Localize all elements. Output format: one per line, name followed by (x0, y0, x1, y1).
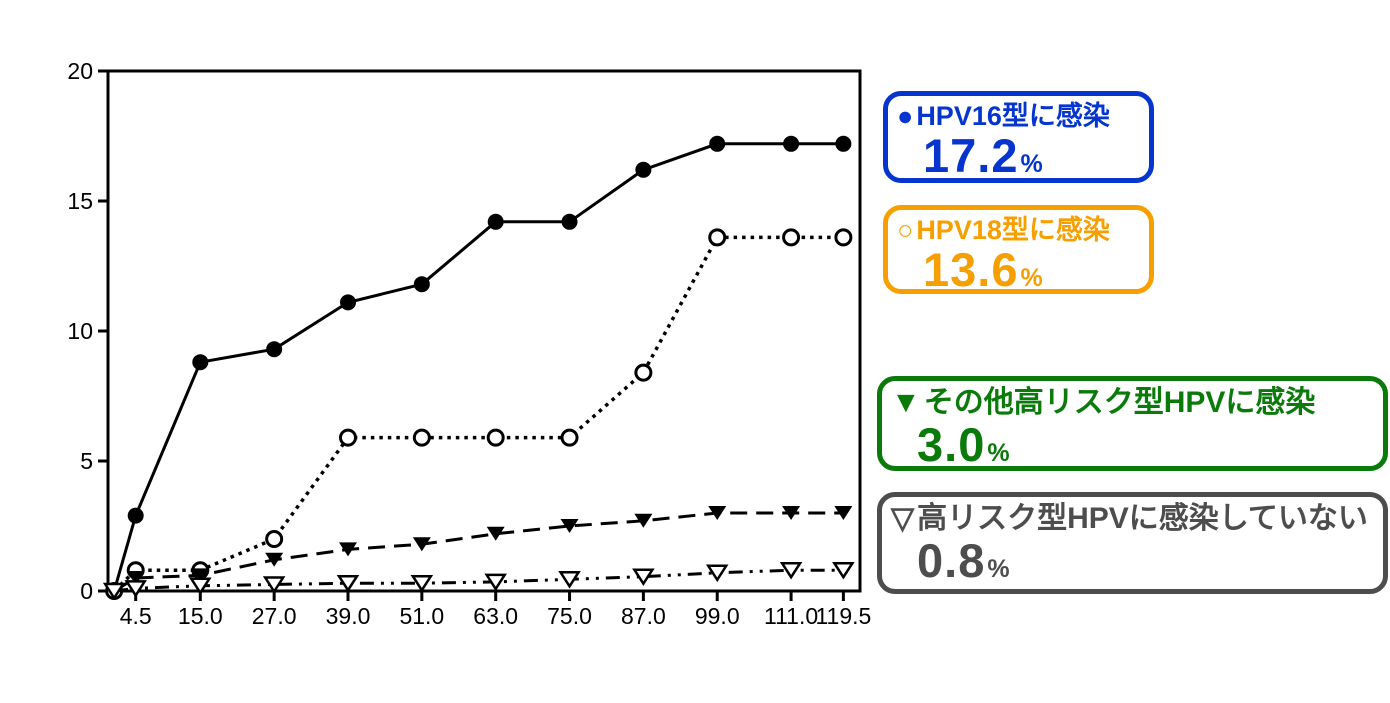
series-line-filled-circle (112, 142, 844, 592)
series-line-open-circle (112, 235, 844, 593)
legend-hpv18-label: HPV18型に感染 (916, 215, 1110, 245)
legend-other-highrisk-percentage: 3.0% (882, 417, 1383, 471)
marker-open-circle (834, 228, 853, 247)
legend-other-highrisk-title: ▼ その他高リスク型HPVに感染 (882, 381, 1383, 421)
marker-open-circle (560, 428, 579, 447)
marker-filled-circle (835, 135, 852, 152)
marker-filled-triangle (191, 568, 210, 583)
marker-filled-circle (783, 135, 800, 152)
marker-filled-circle (561, 213, 578, 230)
legend-hpv18-percent-sign: % (1020, 264, 1043, 293)
marker-filled-triangle (560, 519, 579, 533)
chart-plot-area: 0 5 10 15 20 4.5 15.0 27.0 39.0 51.0 63.0 75.0 87.0 9… (67, 58, 871, 629)
marker-filled-triangle (834, 506, 853, 520)
hpv-cumulative-incidence-chart: 0 5 10 15 20 4.5 15.0 27.0 39.0 51.0 63.0 75.0 87.0 9… (55, 58, 875, 635)
x-axis-tick-label: 111.0 (764, 603, 818, 629)
marker-open-triangle (410, 574, 434, 593)
marker-open-circle (339, 428, 357, 447)
legend-other-highrisk-value: 3.0 (917, 417, 986, 471)
marker-open-triangle (124, 580, 147, 598)
marker-open-circle (486, 428, 505, 447)
legend-other-highrisk-box: ▼ その他高リスク型HPVに感染 3.0% (877, 376, 1388, 471)
marker-filled-circle (635, 161, 652, 178)
marker-open-triangle (484, 573, 507, 592)
y-axis-tick-label: 20 (67, 60, 93, 84)
y-axis-tick-label: 5 (80, 448, 93, 474)
x-axis-tick-label: 63.0 (473, 603, 518, 629)
marker-filled-triangle (782, 506, 801, 520)
marker-filled-circle (127, 507, 144, 524)
marker-filled-circle (487, 213, 504, 230)
filled-circle-icon: ● (897, 101, 914, 131)
marker-open-circle (708, 228, 727, 247)
marker-open-circle (634, 363, 653, 382)
y-axis-tick-label: 15 (67, 188, 93, 214)
x-axis-tick-label: 75.0 (547, 603, 592, 629)
legend-hpv16-label: HPV16型に感染 (916, 101, 1110, 131)
x-axis-tick-label: 99.0 (695, 603, 740, 629)
marker-filled-triangle (486, 526, 505, 541)
x-axis-tick-label: 4.5 (120, 603, 152, 629)
marker-filled-circle (340, 294, 356, 311)
marker-open-circle (782, 228, 801, 247)
marker-open-triangle (832, 561, 855, 580)
marker-open-triangle (102, 582, 126, 601)
x-axis-tick-label: 15.0 (178, 603, 223, 629)
marker-open-circle (412, 428, 431, 447)
series-line-open-triangle (113, 568, 844, 593)
x-axis-tick-label: 119.5 (815, 603, 871, 629)
marker-filled-circle (413, 276, 430, 293)
marker-filled-circle (266, 341, 283, 358)
legend-not-infected-box: ▽ 高リスク型HPVに感染していない 0.8% (877, 492, 1388, 594)
x-axis-tick-label: 87.0 (621, 603, 666, 629)
x-axis-tick-label: 51.0 (399, 603, 444, 629)
marker-open-triangle (558, 571, 581, 589)
x-axis-tick-label: 39.0 (326, 603, 371, 629)
open-circle-icon: ○ (897, 215, 914, 245)
marker-filled-triangle (126, 571, 145, 585)
legend-hpv16-title: ● HPV16型に感染 (888, 96, 1149, 132)
legend-other-highrisk-label: その他高リスク型HPVに感染 (923, 386, 1316, 419)
marker-filled-triangle (412, 537, 431, 552)
marker-open-triangle (262, 576, 286, 594)
filled-triangle-icon: ▼ (891, 386, 921, 419)
legend-other-highrisk-percent-sign: % (987, 438, 1010, 467)
legend-hpv16-percent-sign: % (1020, 150, 1043, 179)
legend-not-infected-value: 0.8 (917, 533, 986, 587)
y-axis-tick-label: 0 (80, 578, 93, 604)
series-line-filled-triangle (113, 511, 844, 593)
marker-filled-triangle (708, 506, 727, 520)
marker-open-triangle (779, 561, 803, 580)
marker-filled-triangle (265, 552, 284, 567)
legend-hpv18-value: 13.6 (923, 243, 1019, 297)
legend-hpv16-box: ● HPV16型に感染 17.2% (883, 91, 1154, 183)
legend-hpv18-percentage: 13.6% (888, 246, 1149, 296)
marker-open-circle (265, 530, 284, 548)
legend-not-infected-percentage: 0.8% (882, 533, 1383, 587)
marker-open-triangle (632, 568, 655, 587)
legend-hpv16-value: 17.2 (923, 129, 1019, 183)
open-triangle-icon: ▽ (891, 502, 915, 535)
legend-hpv18-box: ○ HPV18型に感染 13.6% (883, 205, 1154, 294)
marker-open-triangle (336, 574, 360, 593)
legend-not-infected-title: ▽ 高リスク型HPVに感染していない (882, 497, 1383, 537)
legend-not-infected-percent-sign: % (987, 554, 1010, 583)
legend-not-infected-label: 高リスク型HPVに感染していない (917, 502, 1368, 535)
legend-hpv18-title: ○ HPV18型に感染 (888, 210, 1149, 246)
marker-open-triangle (189, 577, 212, 596)
marker-open-triangle (705, 564, 729, 583)
legend-hpv16-percentage: 17.2% (888, 132, 1149, 182)
marker-filled-triangle (339, 542, 357, 557)
x-axis-tick-label: 27.0 (252, 603, 297, 629)
marker-filled-triangle (634, 513, 653, 528)
marker-filled-circle (709, 135, 726, 152)
marker-filled-circle (192, 354, 209, 371)
y-axis-tick-label: 10 (67, 318, 93, 344)
